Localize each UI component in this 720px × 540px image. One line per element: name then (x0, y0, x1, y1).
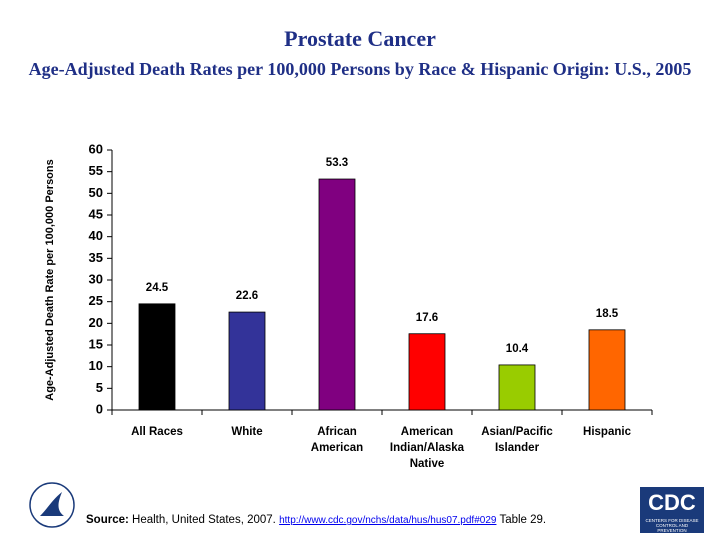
y-tick-label: 55 (89, 163, 103, 178)
y-tick-label: 60 (89, 141, 103, 156)
bar (408, 333, 446, 411)
source-link[interactable]: http://www.cdc.gov/nchs/data/hus/hus07.p… (279, 515, 497, 526)
chart-title: Prostate Cancer (284, 26, 436, 51)
source-text: Health, United States, 2007. (132, 514, 276, 526)
bar (318, 178, 356, 411)
bar (588, 329, 626, 411)
cdc-logo: CDC CENTERS FOR DISEASE CONTROL AND PREV… (640, 487, 704, 533)
y-tick-label: 30 (89, 271, 103, 286)
source-table: Table 29. (499, 514, 547, 526)
logo-subtext: CENTERS FOR DISEASE CONTROL AND PREVENTI… (645, 518, 699, 533)
x-tick-label: American Indian/Alaska Native (389, 426, 465, 470)
y-tick-label: 40 (89, 228, 103, 243)
x-tick-label: Asian/Pacific Islander (481, 426, 553, 454)
logo-text: CDC (648, 490, 696, 515)
value-label: 10.4 (506, 343, 529, 355)
y-tick-label: 25 (89, 293, 103, 308)
hhs-logo (29, 482, 75, 528)
x-tick-label: White (231, 426, 263, 438)
y-axis-label: Age-Adjusted Death Rate per 100,000 Pers… (44, 159, 56, 400)
x-tick-label: African American (310, 426, 364, 454)
source-label: Source: (86, 514, 129, 526)
x-tick-label: Hispanic (583, 426, 631, 438)
bar (228, 311, 266, 411)
y-tick-label: 10 (89, 358, 103, 373)
y-tick-label: 0 (96, 401, 103, 416)
source-line: Source: Health, United States, 2007. htt… (86, 514, 546, 526)
value-label: 22.6 (236, 290, 258, 302)
chart-subtitle: Age-Adjusted Death Rates per 100,000 Per… (28, 59, 692, 79)
bar (498, 364, 536, 411)
y-tick-label: 35 (89, 250, 103, 265)
y-tick-label: 50 (89, 185, 103, 200)
y-tick-label: 20 (89, 315, 103, 330)
value-label: 18.5 (596, 308, 619, 320)
y-tick-label: 15 (89, 336, 103, 351)
y-tick-label: 45 (89, 206, 103, 221)
value-label: 53.3 (326, 157, 348, 169)
bar (138, 303, 176, 411)
y-tick-label: 5 (96, 380, 103, 395)
x-tick-label: All Races (131, 426, 183, 438)
value-label: 17.6 (416, 312, 438, 324)
value-label: 24.5 (146, 282, 169, 294)
